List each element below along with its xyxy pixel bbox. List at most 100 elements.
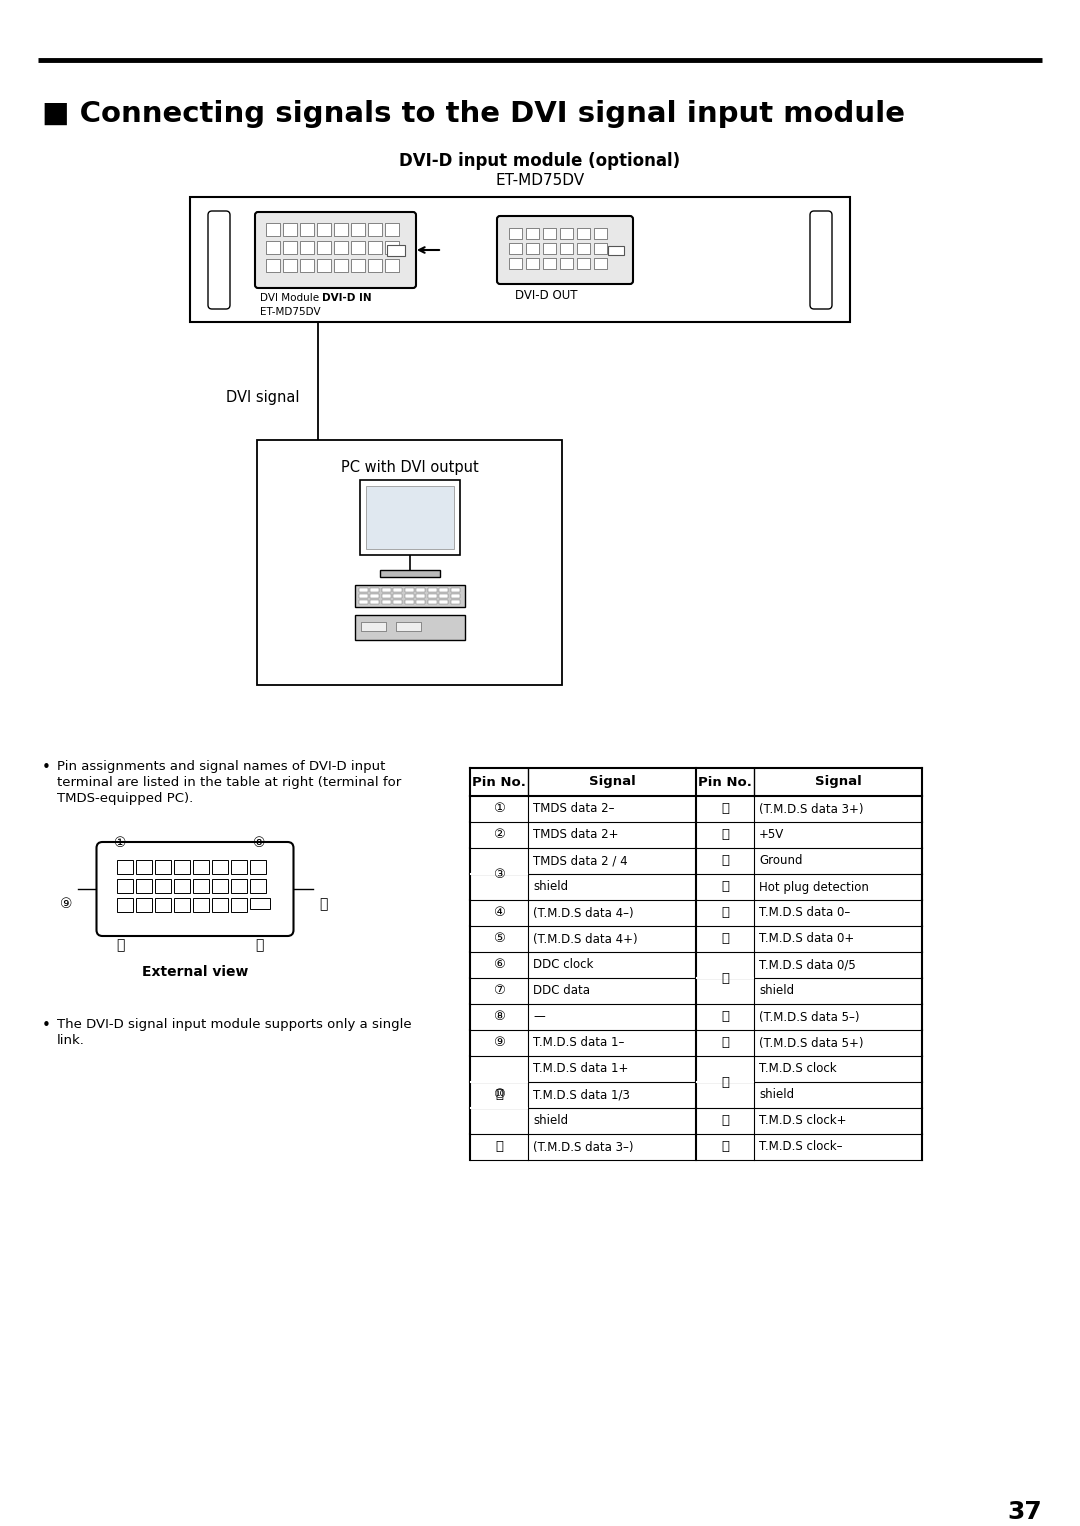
Bar bbox=[393, 594, 402, 598]
Text: terminal are listed in the table at right (terminal for: terminal are listed in the table at righ… bbox=[57, 777, 402, 789]
Text: T.M.D.S data 0+: T.M.D.S data 0+ bbox=[759, 932, 854, 946]
Bar bbox=[174, 897, 189, 913]
Text: (T.M.D.S data 3+): (T.M.D.S data 3+) bbox=[759, 803, 864, 815]
Bar bbox=[379, 571, 440, 577]
Text: T.M.D.S clock–: T.M.D.S clock– bbox=[759, 1140, 842, 1154]
Bar bbox=[368, 223, 382, 237]
FancyBboxPatch shape bbox=[96, 842, 294, 935]
Bar bbox=[594, 243, 607, 253]
Text: (T.M.D.S data 4–): (T.M.D.S data 4–) bbox=[534, 906, 634, 920]
Text: T.M.D.S data 1–: T.M.D.S data 1– bbox=[534, 1036, 624, 1050]
Text: Ground: Ground bbox=[759, 855, 802, 867]
Bar bbox=[577, 243, 590, 253]
Bar bbox=[365, 485, 454, 549]
FancyBboxPatch shape bbox=[208, 211, 230, 308]
Bar bbox=[154, 879, 171, 893]
Text: T.M.D.S data 0–: T.M.D.S data 0– bbox=[759, 906, 850, 920]
FancyBboxPatch shape bbox=[255, 212, 416, 288]
Bar bbox=[318, 241, 330, 253]
Bar bbox=[154, 861, 171, 874]
Text: Signal: Signal bbox=[589, 775, 635, 789]
Bar bbox=[428, 594, 436, 598]
Bar bbox=[360, 481, 459, 555]
Text: ⑼: ⑼ bbox=[721, 1076, 729, 1088]
Bar bbox=[230, 897, 246, 913]
Bar bbox=[428, 588, 436, 592]
Text: Hot plug detection: Hot plug detection bbox=[759, 881, 869, 894]
Text: ①: ① bbox=[114, 836, 126, 850]
Bar bbox=[526, 227, 539, 240]
Text: TMDS data 2–: TMDS data 2– bbox=[534, 803, 615, 815]
Bar bbox=[577, 258, 590, 269]
Bar bbox=[249, 879, 266, 893]
Bar bbox=[283, 259, 297, 272]
Text: (T.M.D.S data 4+): (T.M.D.S data 4+) bbox=[534, 932, 637, 946]
Text: DDC data: DDC data bbox=[534, 984, 590, 998]
Text: ⑪: ⑪ bbox=[495, 1088, 503, 1102]
Text: 37: 37 bbox=[1008, 1500, 1042, 1524]
Bar bbox=[192, 879, 208, 893]
Bar bbox=[416, 600, 426, 604]
Text: ⑫: ⑫ bbox=[495, 1140, 503, 1154]
Bar bbox=[300, 259, 314, 272]
Text: ⑹: ⑹ bbox=[721, 972, 729, 984]
Bar bbox=[334, 241, 348, 253]
Bar bbox=[368, 241, 382, 253]
Text: DVI signal: DVI signal bbox=[226, 391, 299, 404]
Text: link.: link. bbox=[57, 1035, 85, 1047]
Text: ⑶: ⑶ bbox=[721, 881, 729, 894]
Bar bbox=[384, 223, 399, 237]
Text: ⑦: ⑦ bbox=[494, 984, 505, 998]
Text: Pin No.: Pin No. bbox=[698, 775, 752, 789]
Text: TMDS data 2 / 4: TMDS data 2 / 4 bbox=[534, 855, 627, 867]
Text: shield: shield bbox=[534, 1114, 568, 1128]
Bar bbox=[190, 197, 850, 322]
Bar bbox=[608, 246, 624, 255]
Text: ⑩: ⑩ bbox=[494, 1088, 505, 1102]
Bar bbox=[370, 594, 379, 598]
Bar bbox=[368, 259, 382, 272]
Text: T.M.D.S clock+: T.M.D.S clock+ bbox=[759, 1114, 847, 1128]
Bar bbox=[450, 588, 459, 592]
Bar bbox=[192, 897, 208, 913]
Text: ⑴: ⑴ bbox=[721, 829, 729, 841]
Bar bbox=[174, 861, 189, 874]
Bar bbox=[384, 241, 399, 253]
Text: ⑨: ⑨ bbox=[494, 1036, 505, 1050]
Bar bbox=[351, 259, 365, 272]
Bar bbox=[117, 861, 133, 874]
Text: ⑧: ⑧ bbox=[494, 1010, 505, 1024]
Bar bbox=[212, 879, 228, 893]
Bar bbox=[266, 223, 280, 237]
Bar bbox=[543, 258, 556, 269]
Text: ⑯: ⑯ bbox=[320, 897, 327, 911]
Text: DVI-D IN: DVI-D IN bbox=[322, 293, 372, 304]
Bar bbox=[212, 897, 228, 913]
Text: TMDS data 2+: TMDS data 2+ bbox=[534, 829, 619, 841]
Bar bbox=[192, 861, 208, 874]
Bar bbox=[509, 243, 522, 253]
Text: ⑤: ⑤ bbox=[494, 932, 505, 946]
Bar bbox=[359, 588, 367, 592]
Text: (T.M.D.S data 5–): (T.M.D.S data 5–) bbox=[759, 1010, 860, 1024]
Bar bbox=[526, 243, 539, 253]
Bar bbox=[257, 439, 562, 685]
Text: ④: ④ bbox=[494, 906, 505, 920]
Bar bbox=[405, 588, 414, 592]
Bar bbox=[361, 623, 386, 630]
Bar bbox=[416, 594, 426, 598]
Bar bbox=[416, 588, 426, 592]
Text: ET-MD75DV: ET-MD75DV bbox=[260, 307, 321, 317]
Text: T.M.D.S clock: T.M.D.S clock bbox=[759, 1062, 837, 1076]
Text: (T.M.D.S data 5+): (T.M.D.S data 5+) bbox=[759, 1036, 864, 1050]
FancyBboxPatch shape bbox=[810, 211, 832, 308]
Bar bbox=[135, 861, 151, 874]
Bar bbox=[212, 861, 228, 874]
Bar bbox=[509, 227, 522, 240]
Bar bbox=[135, 879, 151, 893]
Bar bbox=[381, 600, 391, 604]
Text: ⑾: ⑾ bbox=[721, 1140, 729, 1154]
Bar bbox=[395, 623, 420, 630]
Bar bbox=[359, 594, 367, 598]
Bar bbox=[438, 588, 448, 592]
